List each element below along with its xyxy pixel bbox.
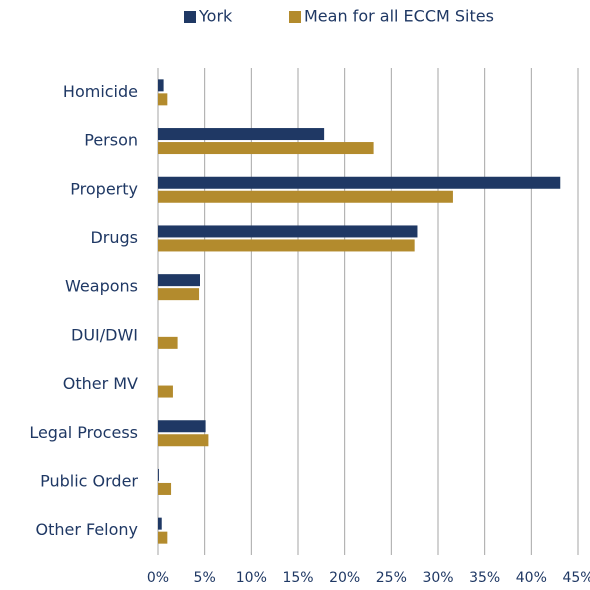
y-tick-label: Public Order <box>40 471 138 490</box>
bar <box>158 434 209 447</box>
bar <box>158 420 206 433</box>
y-tick-label: Other MV <box>63 374 138 393</box>
bar <box>158 385 173 398</box>
bar <box>158 190 453 203</box>
x-tick-label: 30% <box>422 570 453 586</box>
bar <box>158 274 200 287</box>
y-tick-label: Drugs <box>90 228 138 247</box>
bar <box>158 128 325 141</box>
y-tick-label: Other Felony <box>35 520 138 539</box>
x-tick-label: 20% <box>329 570 360 586</box>
y-tick-label: DUI/DWI <box>71 325 138 344</box>
x-tick-label: 35% <box>469 570 500 586</box>
x-tick-label: 40% <box>516 570 547 586</box>
bar <box>158 468 159 481</box>
x-tick-label: 45% <box>562 570 590 586</box>
legend-swatch <box>289 11 301 23</box>
x-tick-label: 5% <box>194 570 216 586</box>
bar <box>158 142 374 155</box>
x-tick-label: 10% <box>236 570 267 586</box>
bar <box>158 517 162 530</box>
x-tick-label: 0% <box>147 570 169 586</box>
bar <box>158 482 172 495</box>
y-tick-label: Legal Process <box>29 423 138 442</box>
y-tick-label: Homicide <box>63 82 138 101</box>
bar <box>158 531 168 544</box>
bar <box>158 93 168 106</box>
x-tick-label: 15% <box>282 570 313 586</box>
legend-swatch <box>184 11 196 23</box>
y-tick-label: Property <box>70 179 138 198</box>
bar <box>158 225 418 238</box>
legend-label: York <box>198 7 233 26</box>
bar <box>158 79 164 92</box>
bar <box>158 239 415 252</box>
legend-label: Mean for all ECCM Sites <box>304 7 494 26</box>
y-tick-label: Weapons <box>65 277 138 296</box>
bar <box>158 336 178 349</box>
bar <box>158 176 561 189</box>
x-tick-label: 25% <box>376 570 407 586</box>
bar <box>158 288 200 301</box>
y-tick-label: Person <box>84 131 138 150</box>
